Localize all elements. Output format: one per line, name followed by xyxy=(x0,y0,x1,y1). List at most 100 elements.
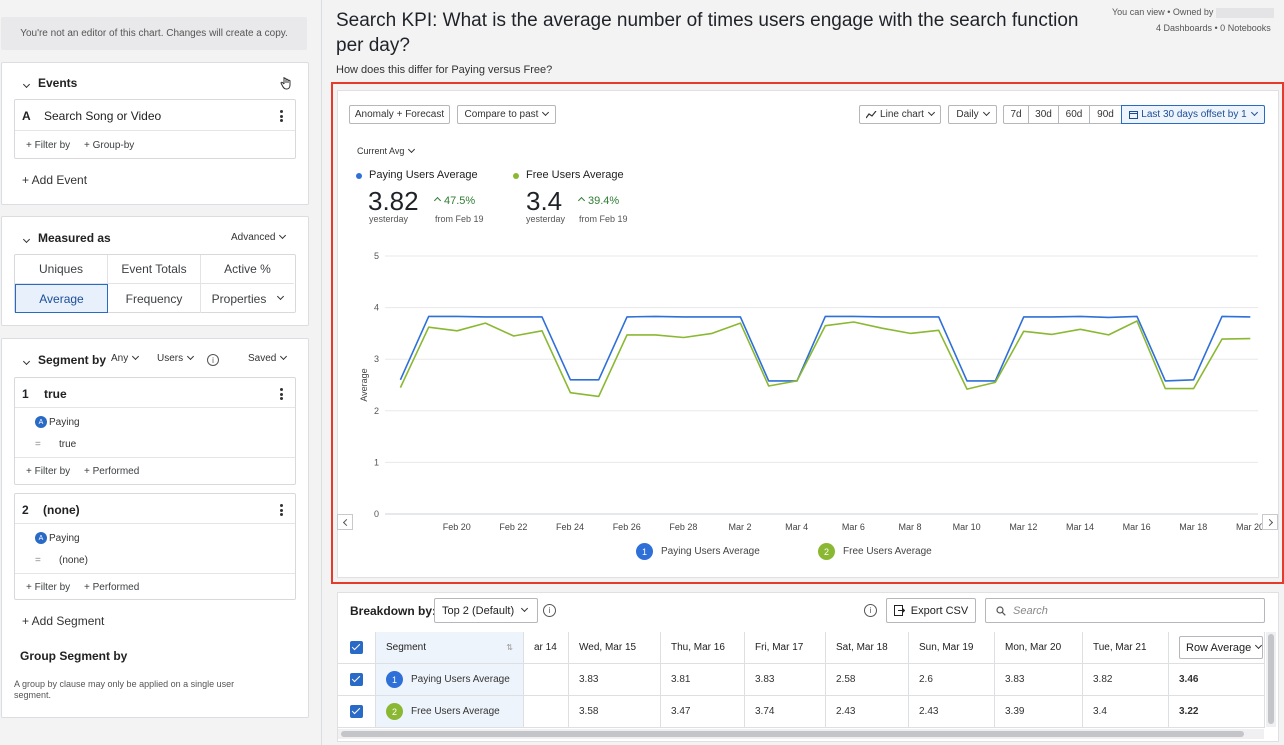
event-group-by-button[interactable]: + Group-by xyxy=(84,140,135,151)
chevron-down-icon xyxy=(982,108,990,117)
segment-any-dropdown[interactable]: Any xyxy=(111,352,140,364)
column-header-date[interactable]: Wed, Mar 15 xyxy=(569,632,661,664)
segment-2-menu-icon[interactable] xyxy=(280,504,283,516)
x-tick-label: Mar 16 xyxy=(1123,522,1151,532)
table-cell: 3.4 xyxy=(1083,696,1169,728)
segment-1-filter-by-button[interactable]: + Filter by xyxy=(26,466,71,477)
page-title-line-2: per day? xyxy=(336,35,410,56)
add-segment-button[interactable]: + Add Segment xyxy=(22,614,105,628)
legend-paying[interactable]: 1 Paying Users Average xyxy=(636,543,760,560)
segment-users-dropdown[interactable]: Users xyxy=(157,352,195,364)
segment-2-name[interactable]: (none) xyxy=(43,503,80,517)
column-header-date[interactable]: Sun, Mar 19 xyxy=(909,632,995,664)
page-title[interactable]: Search KPI: What is the average number o… xyxy=(336,8,1106,58)
segment-2-value[interactable]: (none) xyxy=(59,555,88,566)
arrow-up-icon xyxy=(577,196,586,205)
measure-event-totals[interactable]: Event Totals xyxy=(108,255,201,284)
anomaly-forecast-button[interactable]: Anomaly + Forecast xyxy=(349,105,450,124)
select-all-checkbox[interactable] xyxy=(350,641,363,654)
sort-icon[interactable]: ⇅ xyxy=(506,643,513,652)
range-7d-button[interactable]: 7d xyxy=(1003,105,1029,124)
row-average-select[interactable]: Row Average xyxy=(1179,636,1263,659)
measure-properties[interactable]: Properties xyxy=(201,284,294,313)
x-tick-label: Feb 28 xyxy=(669,522,697,532)
event-item[interactable] xyxy=(14,99,296,159)
table-cell: 3.74 xyxy=(745,696,826,728)
interval-dropdown[interactable]: Daily xyxy=(948,105,997,124)
table-vertical-scrollbar[interactable] xyxy=(1266,632,1276,727)
kpi-paying-sub: yesterday xyxy=(369,214,409,224)
info-icon[interactable]: i xyxy=(864,604,877,617)
chart-scroll-right-button[interactable] xyxy=(1262,514,1278,530)
column-header-date[interactable]: Mon, Mar 20 xyxy=(995,632,1083,664)
column-header-date[interactable]: ar 14 xyxy=(524,632,569,664)
breakdown-select[interactable]: Top 2 (Default) xyxy=(434,598,538,623)
group-segment-note: A group by clause may only be applied on… xyxy=(14,679,235,700)
column-header-segment[interactable]: Segment ⇅ xyxy=(376,632,524,664)
chevron-down-icon xyxy=(521,604,529,613)
info-icon[interactable]: i xyxy=(543,604,556,617)
advanced-dropdown[interactable]: Advanced xyxy=(231,231,287,243)
segment-badge: 2 xyxy=(386,703,403,720)
chevron-right-icon xyxy=(1265,518,1273,526)
scrollbar-thumb[interactable] xyxy=(1268,634,1274,724)
group-segment-title: Group Segment by xyxy=(20,649,128,663)
events-collapse-icon[interactable] xyxy=(19,78,31,92)
kpi-free-value: 3.4 xyxy=(526,186,563,216)
chart-scroll-left-button[interactable] xyxy=(337,514,353,530)
chevron-down-icon xyxy=(280,352,288,361)
column-header-date[interactable]: Sat, Mar 18 xyxy=(826,632,909,664)
row-select-cell[interactable] xyxy=(338,696,376,728)
segment-1-property[interactable]: Paying xyxy=(49,417,80,428)
measure-average[interactable]: Average xyxy=(15,284,108,313)
segment-saved-dropdown[interactable]: Saved xyxy=(248,352,288,364)
measure-uniques[interactable]: Uniques xyxy=(15,255,108,284)
dashboard-counts[interactable]: 4 Dashboards • 0 Notebooks xyxy=(1156,23,1271,33)
row-checkbox[interactable] xyxy=(350,673,363,686)
range-60d-button[interactable]: 60d xyxy=(1058,105,1090,124)
range-90d-button[interactable]: 90d xyxy=(1089,105,1122,124)
add-event-button[interactable]: + Add Event xyxy=(22,173,88,187)
compare-to-past-dropdown[interactable]: Compare to past xyxy=(457,105,556,124)
legend-free[interactable]: 2 Free Users Average xyxy=(818,543,932,560)
measure-frequency[interactable]: Frequency xyxy=(108,284,201,313)
table-cell: 2.43 xyxy=(909,696,995,728)
table-search-input[interactable]: Search xyxy=(985,598,1265,623)
row-select-cell[interactable] xyxy=(338,664,376,696)
segment-1-card[interactable] xyxy=(14,377,296,485)
chart-card xyxy=(337,90,1279,578)
event-menu-icon[interactable] xyxy=(280,110,283,122)
table-horizontal-scrollbar[interactable] xyxy=(338,729,1264,739)
current-avg-dropdown[interactable]: Current Avg xyxy=(357,145,416,156)
chevron-down-icon xyxy=(279,231,287,240)
export-csv-button[interactable]: Export CSV xyxy=(886,598,976,623)
event-name[interactable]: Search Song or Video xyxy=(44,109,162,123)
segment-2-filter-by-button[interactable]: + Filter by xyxy=(26,582,71,593)
date-range-picker[interactable]: Last 30 days offset by 1 xyxy=(1121,105,1265,124)
measured-collapse-icon[interactable] xyxy=(19,233,31,247)
select-all-cell[interactable] xyxy=(338,632,376,664)
column-header-date[interactable]: Thu, Mar 16 xyxy=(661,632,745,664)
segment-1-performed-button[interactable]: + Performed xyxy=(84,466,140,477)
chart-type-dropdown[interactable]: Line chart xyxy=(859,105,941,124)
column-header-row-average[interactable]: Row Average xyxy=(1169,632,1265,664)
advanced-label: Advanced xyxy=(231,232,276,243)
measure-active-pct[interactable]: Active % xyxy=(201,255,294,284)
range-30d-button[interactable]: 30d xyxy=(1028,105,1059,124)
event-filter-by-button[interactable]: + Filter by xyxy=(26,140,71,151)
row-checkbox[interactable] xyxy=(350,705,363,718)
segment-collapse-icon[interactable] xyxy=(19,355,31,369)
segment-2-performed-button[interactable]: + Performed xyxy=(84,582,140,593)
segment-1-menu-icon[interactable] xyxy=(280,388,283,400)
segment-2-card[interactable] xyxy=(14,493,296,600)
pointer-select-icon[interactable] xyxy=(280,76,292,90)
page-title-line-1: Search KPI: What is the average number o… xyxy=(336,10,1079,31)
scrollbar-thumb[interactable] xyxy=(341,731,1244,737)
segment-1-name[interactable]: true xyxy=(44,387,67,401)
info-icon[interactable]: i xyxy=(207,354,219,366)
segment-1-value[interactable]: true xyxy=(59,439,77,450)
search-icon xyxy=(996,605,1006,616)
column-header-date[interactable]: Fri, Mar 17 xyxy=(745,632,826,664)
segment-2-property[interactable]: Paying xyxy=(49,533,80,544)
column-header-date[interactable]: Tue, Mar 21 xyxy=(1083,632,1169,664)
